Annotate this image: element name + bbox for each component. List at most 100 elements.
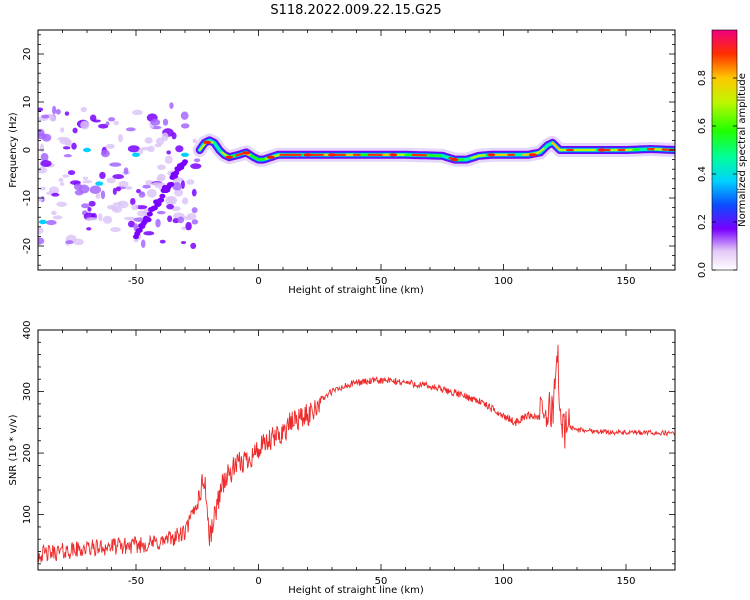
ridge-segment	[477, 154, 488, 157]
scatter-blob	[51, 192, 60, 197]
scatter-blob	[72, 127, 78, 134]
scatter-blob	[112, 206, 123, 213]
scatter-blob	[59, 182, 65, 186]
scatter-blob	[144, 137, 153, 144]
snr-x-tick-label: 100	[494, 576, 513, 587]
ridge-segment	[551, 141, 561, 152]
scatter-blob	[63, 154, 72, 158]
scatter-blob	[167, 196, 178, 205]
scatter-blob	[62, 146, 71, 150]
scatter-blob	[155, 218, 161, 228]
scatter-blob	[157, 173, 166, 182]
colorbar-ticks: 0.0 0.2 0.4 0.6 0.8	[697, 70, 737, 278]
scatter-blob	[81, 203, 90, 209]
scatter-blob	[51, 210, 57, 216]
scatter-core	[132, 152, 140, 157]
scatter-blob	[55, 109, 61, 115]
scatter-blob	[175, 145, 184, 153]
streak-blob	[173, 170, 180, 176]
scatter-blob	[52, 105, 57, 115]
snr-frame	[37, 329, 676, 571]
snr-y-tick-label: 100	[22, 505, 33, 524]
scatter-blob	[39, 186, 46, 191]
colorbar-tick-label: 0.4	[697, 166, 708, 182]
colorbar-tick-label: 0.8	[697, 70, 708, 86]
scatter-blob	[147, 145, 155, 153]
scatter-blob	[41, 133, 52, 142]
scatter-blob	[100, 149, 110, 158]
scatter-blob	[38, 196, 43, 202]
streak-blob	[158, 197, 165, 203]
scatter-blob	[74, 189, 84, 196]
scatter-blob	[135, 205, 148, 210]
scatter-blob	[89, 114, 97, 122]
scatter-blob	[67, 170, 76, 176]
spectrogram-panel: -50 0 50 100 150 -20 -10 0 10 20 Height of straig…	[8, 29, 676, 296]
snr-series-line	[38, 344, 675, 563]
scatter-blob	[177, 216, 185, 224]
snr-plot-area	[38, 330, 675, 570]
scatter-blob	[98, 123, 109, 129]
scatter-blob	[38, 107, 44, 112]
snr-x-tick-label: 0	[255, 576, 261, 587]
scatter-blob	[40, 160, 52, 167]
scatter-blob	[174, 188, 184, 197]
scatter-blob	[98, 213, 103, 222]
scatter-blob	[180, 240, 187, 245]
scatter-blob	[145, 180, 154, 186]
snr-x-label: Height of straight line (km)	[288, 585, 424, 596]
scatter-blob	[185, 221, 192, 231]
scatter-blob	[41, 114, 50, 119]
scatter-blob	[132, 109, 143, 116]
scatter-blob	[105, 121, 110, 126]
scatter-blob	[124, 216, 136, 221]
scatter-blob	[62, 174, 70, 178]
scatter-blob	[166, 204, 174, 210]
scatter-blob	[49, 115, 57, 122]
scatter-blob	[156, 210, 166, 215]
scatter-blob	[89, 185, 102, 195]
spectrogram-y-tick-label: 10	[22, 96, 33, 109]
ridge-hotspot	[266, 155, 275, 159]
spectrogram-x-label: Height of straight line (km)	[288, 285, 424, 296]
ridge-segment	[536, 146, 547, 154]
scatter-blob	[115, 186, 121, 192]
ridge-hotspot	[303, 153, 312, 157]
scatter-blob	[169, 102, 174, 109]
scatter-blob	[82, 176, 89, 180]
scatter-blob	[116, 200, 129, 209]
spectrogram-x-tick-label: 50	[375, 276, 388, 287]
scatter-blob	[108, 117, 116, 122]
ridge-hotspot	[225, 155, 234, 159]
scatter-blob	[143, 231, 155, 236]
scatter-blob	[87, 206, 92, 212]
spectrogram-y-tick-label: -10	[22, 190, 33, 206]
ridge-segment	[257, 157, 267, 161]
scatter-blob	[112, 174, 125, 180]
spectrogram-y-tick-label: 20	[22, 48, 33, 61]
scatter-blob	[180, 123, 190, 129]
scatter-blob	[150, 118, 161, 126]
scatter-core	[83, 147, 91, 153]
scatter-blob	[80, 120, 90, 130]
ridge-segment	[250, 154, 260, 161]
scatter-blob	[181, 197, 189, 205]
scatter-blob	[112, 187, 117, 195]
streak-blob	[182, 159, 188, 165]
scatter-blob	[186, 213, 197, 221]
scatter-blob	[56, 201, 67, 207]
scatter-blob	[155, 137, 165, 146]
ridge-segment	[213, 141, 223, 154]
streak-blob	[146, 211, 153, 217]
ridge-segment	[441, 154, 451, 160]
scatter-blob	[95, 193, 101, 199]
scatter-blob	[125, 186, 133, 190]
scatter-blob	[99, 171, 106, 180]
scatter-blob	[191, 207, 198, 214]
snr-x-tick-label: -50	[128, 576, 144, 587]
spectrogram-y-label: Frequency (Hz)	[8, 112, 19, 188]
scatter-blob	[133, 238, 139, 243]
streak-blob	[168, 181, 175, 187]
scatter-blob	[38, 226, 44, 235]
spectrogram-x-tick-label: 0	[255, 276, 261, 287]
